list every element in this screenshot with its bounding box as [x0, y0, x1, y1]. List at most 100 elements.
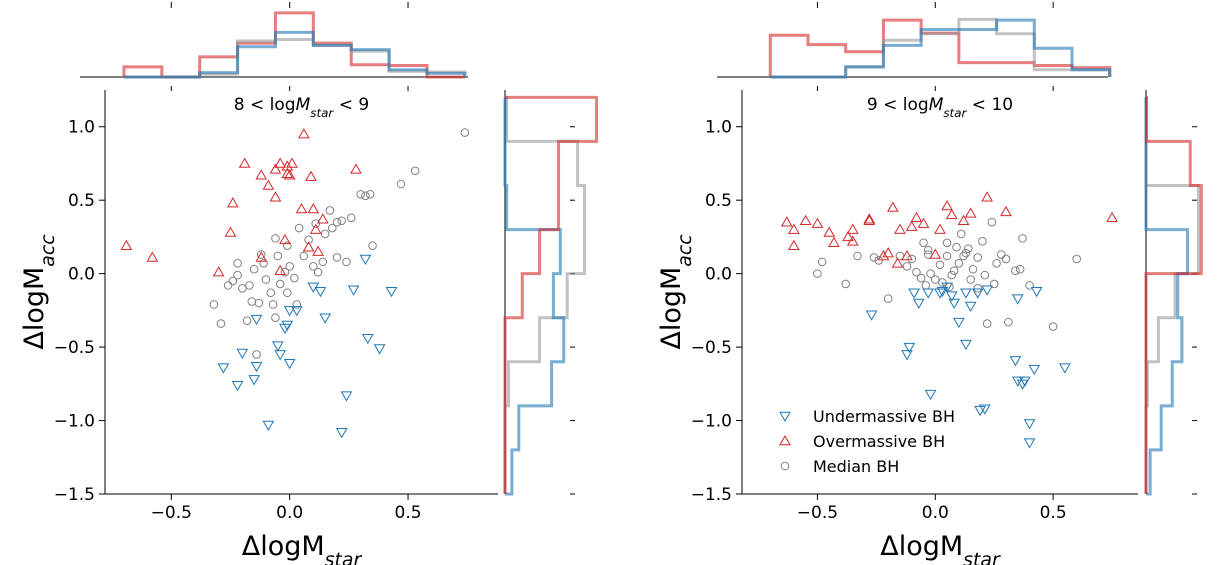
median-point	[266, 288, 276, 298]
overmassive-point	[212, 266, 225, 277]
median-point	[973, 284, 983, 293]
y-axis-label-main: ΔlogM	[19, 267, 50, 350]
median-point	[271, 234, 280, 243]
median-point	[963, 244, 973, 253]
median-point	[1072, 254, 1082, 264]
overmassive-point	[120, 239, 133, 250]
legend-median-marker	[780, 461, 790, 471]
median-point	[961, 248, 971, 258]
overmassive-point	[945, 208, 958, 220]
undermassive-point	[271, 341, 284, 352]
panel-title-main: M	[296, 95, 311, 115]
median-point	[249, 264, 259, 274]
overmassive-point	[312, 245, 324, 256]
undermassive-point	[1030, 287, 1043, 298]
x-axis-label-main: ΔlogM	[880, 531, 963, 562]
panel-title-post: < 9	[333, 95, 369, 115]
median-point	[1015, 264, 1025, 274]
overmassive-point	[877, 249, 890, 261]
median-point	[1048, 322, 1058, 331]
overmassive-point	[146, 251, 159, 262]
undermassive-point	[960, 339, 972, 351]
overmassive-point	[281, 167, 294, 178]
overmassive-point	[964, 207, 977, 218]
undermassive-point	[960, 288, 972, 299]
overmassive-point	[842, 230, 854, 242]
overmassive-point	[255, 251, 268, 262]
median-point	[356, 190, 365, 199]
right-histogram	[1144, 90, 1203, 496]
undermassive-point	[319, 313, 332, 324]
legend-undermassive-marker	[779, 411, 791, 423]
overmassive-point	[307, 202, 320, 214]
median-point	[342, 257, 351, 267]
y-tick-label: −0.5	[691, 338, 732, 358]
median-point	[332, 253, 342, 262]
median-point	[907, 254, 917, 264]
undermassive-point	[912, 298, 925, 310]
x-tick-label: 0.5	[395, 503, 422, 523]
median-point	[318, 257, 328, 267]
overmassive-point	[1000, 205, 1012, 217]
median-point	[978, 237, 987, 246]
undermassive-point	[1018, 376, 1031, 387]
overmassive-point	[882, 247, 895, 258]
overmassive-point	[262, 179, 275, 190]
y-tick-label: 1.0	[705, 118, 732, 138]
undermassive-point	[335, 428, 348, 439]
undermassive-point	[945, 291, 958, 302]
median-point	[921, 281, 931, 290]
panel-1: −0.5 0.0 0.51.00.50.0−0.5−1.0−1.5ΔlogMstar…	[19, 2, 599, 565]
undermassive-point	[281, 320, 294, 332]
median-point	[989, 279, 999, 289]
x-axis-label-sub: star	[325, 549, 363, 565]
overmassive-point	[274, 264, 287, 275]
median-point	[285, 261, 294, 271]
median-point	[1018, 234, 1027, 243]
undermassive-point	[964, 301, 977, 312]
undermassive-point	[952, 317, 965, 329]
median-point	[252, 350, 261, 359]
right-hist-undermassive	[1144, 97, 1189, 496]
median-point	[987, 217, 997, 227]
right-hist-overmassive	[503, 95, 599, 494]
right-hist-undermassive	[503, 97, 566, 496]
median-point	[365, 190, 375, 199]
median-point	[996, 250, 1006, 259]
median-point	[966, 275, 975, 284]
undermassive-point	[1016, 379, 1029, 390]
top-hist-undermassive	[770, 18, 1112, 79]
median-point	[242, 316, 252, 325]
undermassive-point	[250, 314, 263, 326]
median-point	[874, 256, 884, 265]
overmassive-point	[863, 214, 876, 225]
overmassive-point	[863, 213, 876, 224]
median-point	[902, 261, 912, 271]
overmassive-point	[934, 223, 946, 234]
median-point	[216, 319, 226, 328]
overmassive-point	[894, 223, 906, 234]
overmassive-point	[269, 163, 282, 174]
undermassive-point	[1059, 363, 1071, 374]
undermassive-point	[941, 282, 953, 293]
overmassive-point	[281, 160, 294, 171]
overmassive-point	[279, 233, 291, 245]
overmassive-point	[811, 217, 824, 228]
overmassive-point	[298, 128, 310, 139]
y-tick-label: 0.0	[705, 265, 732, 285]
overmassive-point	[910, 211, 923, 223]
y-tick-label: 0.5	[68, 191, 95, 211]
undermassive-point	[236, 348, 249, 359]
top-hist-overmassive	[122, 11, 465, 79]
overmassive-point	[269, 191, 282, 202]
x-axis-label-main: ΔlogM	[242, 531, 325, 562]
median-point	[304, 235, 313, 245]
undermassive-point	[361, 334, 374, 345]
median-point	[919, 238, 928, 248]
median-point	[238, 284, 247, 293]
median-point	[313, 267, 323, 277]
overmassive-point	[957, 214, 970, 225]
undermassive-point	[290, 306, 303, 317]
right-hist-median	[503, 95, 586, 494]
